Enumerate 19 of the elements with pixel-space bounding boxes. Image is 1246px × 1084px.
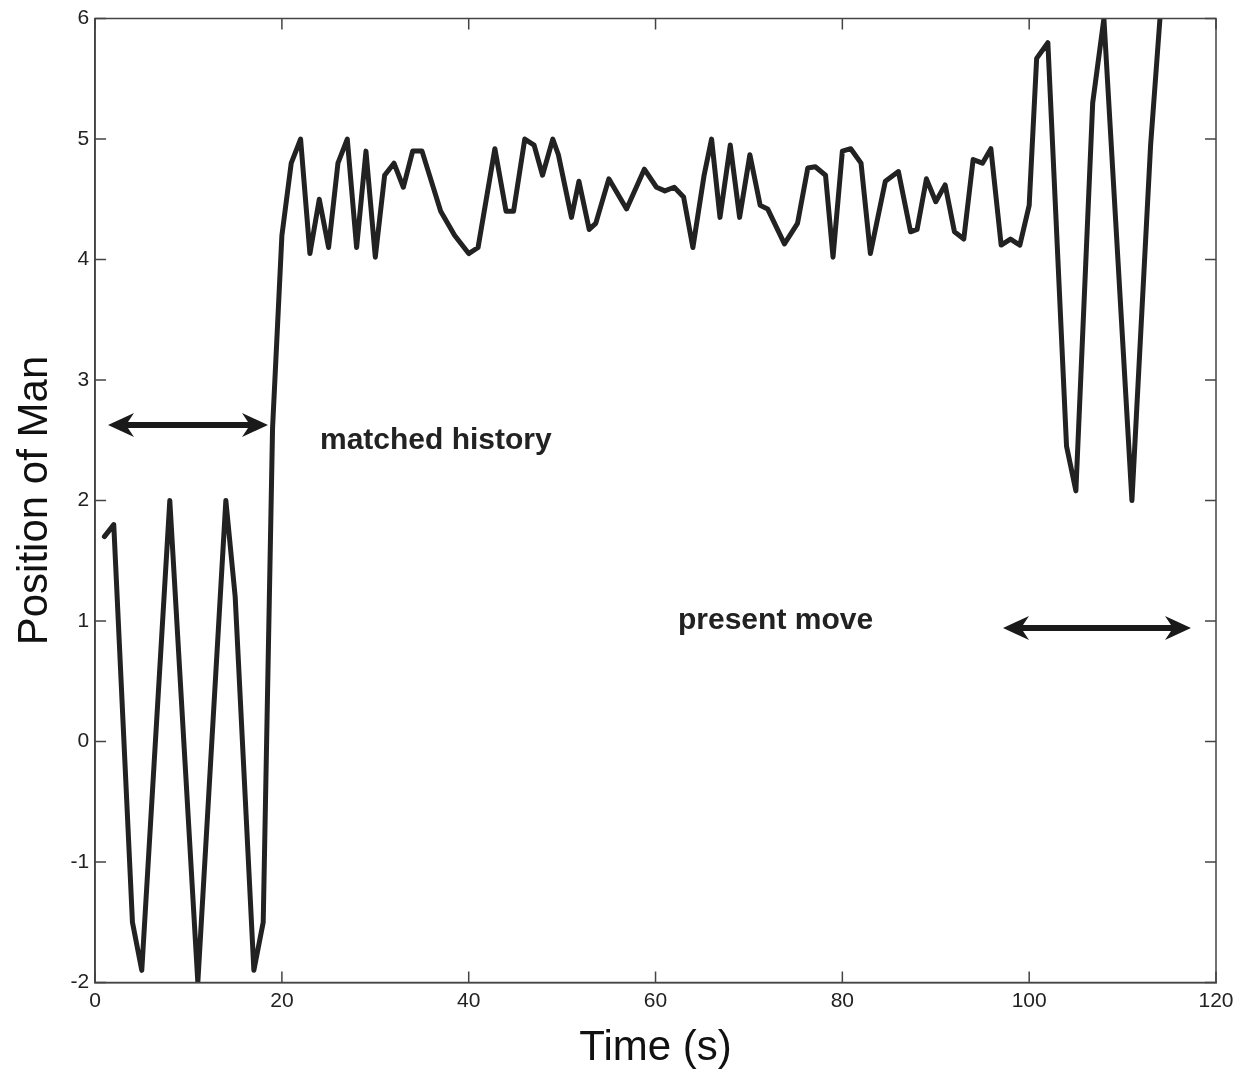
y-axis-title: Position of Man: [8, 355, 56, 646]
x-tick-label: 120: [1198, 987, 1234, 1011]
y-tick-label: 4: [77, 246, 90, 270]
x-tick-label: 100: [1011, 987, 1047, 1011]
y-tick-label: -2: [70, 969, 90, 993]
x-axis-title: Time (s): [579, 1022, 732, 1070]
x-tick-label: 60: [643, 987, 668, 1011]
y-tick-label: 1: [77, 607, 90, 631]
y-tick-label: 3: [77, 366, 90, 390]
x-tick-label: 40: [457, 987, 481, 1011]
x-tick-label: 80: [830, 987, 855, 1011]
annotation: matched history: [320, 422, 552, 455]
annotation: present move: [678, 602, 874, 635]
y-tick-label: 6: [77, 5, 90, 29]
y-tick-label: -1: [70, 848, 90, 872]
y-tick-label: 2: [77, 487, 90, 511]
y-tick-label: 0: [77, 728, 90, 752]
y-tick-label: 5: [77, 125, 90, 149]
x-tick-label: 20: [270, 987, 294, 1011]
